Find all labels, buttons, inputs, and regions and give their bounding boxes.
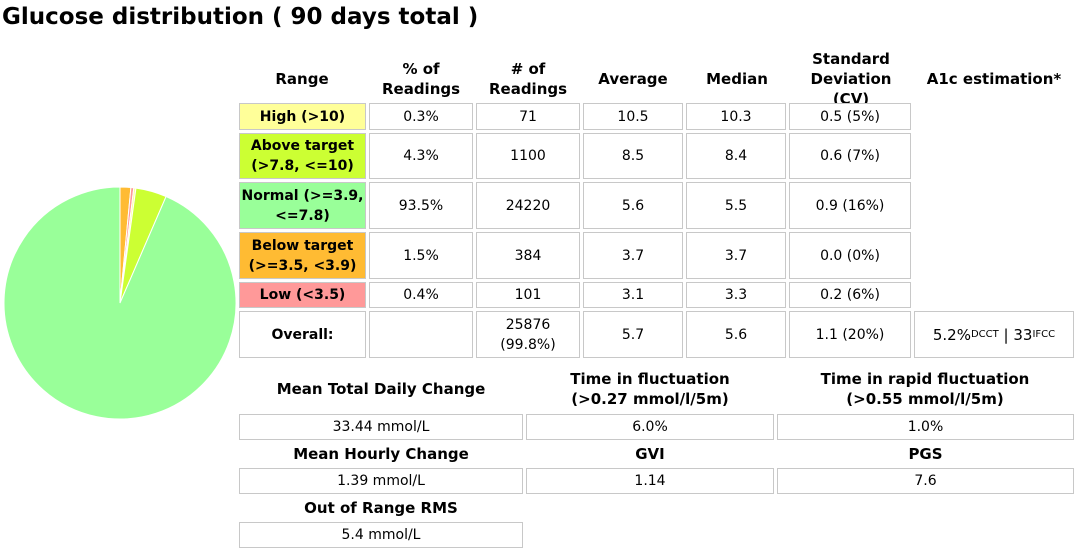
low-pct: 0.4% — [369, 282, 473, 308]
a1c-dcct-unit: DCCT — [970, 328, 999, 340]
normal-count: 24220 — [476, 182, 580, 229]
high-count: 71 — [476, 103, 580, 130]
overall-label: Overall: — [239, 311, 366, 358]
high-sd: 0.5 (5%) — [789, 103, 911, 130]
pgs-value: 7.6 — [777, 468, 1074, 494]
below-median: 3.7 — [686, 232, 786, 279]
low-sd: 0.2 (6%) — [789, 282, 911, 308]
pie-slice-normal — [3, 186, 237, 420]
overall-sd: 1.1 (20%) — [789, 311, 911, 358]
normal-pct: 93.5% — [369, 182, 473, 229]
high-pct: 0.3% — [369, 103, 473, 130]
out-of-range-rms-value: 5.4 mmol/L — [239, 522, 523, 548]
below-average: 3.7 — [583, 232, 683, 279]
high-average: 10.5 — [583, 103, 683, 130]
out-of-range-rms-label: Out of Range RMS — [304, 499, 458, 517]
above-pct: 4.3% — [369, 133, 473, 179]
page-title: Glucose distribution ( 90 days total ) — [2, 4, 479, 30]
below-pct: 1.5% — [369, 232, 473, 279]
normal-median: 5.5 — [686, 182, 786, 229]
distribution-pie-chart — [3, 186, 237, 420]
low-median: 3.3 — [686, 282, 786, 308]
mean-total-daily-change-label: Mean Total Daily Change — [276, 380, 486, 398]
header-average: Average — [598, 70, 668, 88]
time-in-rapid-fluctuation-value: 1.0% — [777, 414, 1074, 440]
range-above-target: Above target (>7.8, <=10) — [239, 133, 366, 179]
pgs-label: PGS — [908, 445, 943, 463]
low-average: 3.1 — [583, 282, 683, 308]
a1c-ifcc-unit: IFCC — [1032, 328, 1056, 340]
header-pct-readings: % of Readings — [381, 60, 461, 98]
gvi-value: 1.14 — [526, 468, 774, 494]
overall-a1c: 5.2% DCCT | 33 IFCC — [914, 311, 1074, 358]
above-sd: 0.6 (7%) — [789, 133, 911, 179]
mean-hourly-change-label: Mean Hourly Change — [293, 445, 469, 463]
range-normal: Normal (>=3.9, <=7.8) — [239, 182, 366, 229]
below-count: 384 — [476, 232, 580, 279]
normal-sd: 0.9 (16%) — [789, 182, 911, 229]
a1c-dcct-value: 5.2% — [932, 325, 971, 344]
above-average: 8.5 — [583, 133, 683, 179]
high-median: 10.3 — [686, 103, 786, 130]
normal-average: 5.6 — [583, 182, 683, 229]
overall-median: 5.6 — [686, 311, 786, 358]
header-standard-deviation: Standard Deviation (CV) — [810, 50, 892, 108]
below-sd: 0.0 (0%) — [789, 232, 911, 279]
header-range: Range — [275, 70, 329, 88]
gvi-label: GVI — [635, 445, 665, 463]
overall-pct — [369, 311, 473, 358]
overall-count: 25876 (99.8%) — [476, 311, 580, 358]
header-count-readings: # of Readings — [488, 60, 568, 98]
above-median: 8.4 — [686, 133, 786, 179]
time-in-rapid-fluctuation-label: Time in rapid fluctuation (>0.55 mmol/l/… — [820, 370, 1030, 408]
header-a1c-estimation: A1c estimation* — [926, 70, 1062, 88]
mean-hourly-change-value: 1.39 mmol/L — [239, 468, 523, 494]
low-count: 101 — [476, 282, 580, 308]
header-median: Median — [706, 70, 768, 88]
range-below-target: Below target (>=3.5, <3.9) — [239, 232, 366, 279]
mean-total-daily-change-value: 33.44 mmol/L — [239, 414, 523, 440]
a1c-ifcc-value: 33 — [1013, 325, 1033, 344]
a1c-separator: | — [998, 325, 1014, 344]
above-count: 1100 — [476, 133, 580, 179]
overall-average: 5.7 — [583, 311, 683, 358]
time-in-fluctuation-label: Time in fluctuation (>0.27 mmol/l/5m) — [570, 370, 730, 408]
range-low: Low (<3.5) — [239, 282, 366, 308]
time-in-fluctuation-value: 6.0% — [526, 414, 774, 440]
range-high: High (>10) — [239, 103, 366, 130]
